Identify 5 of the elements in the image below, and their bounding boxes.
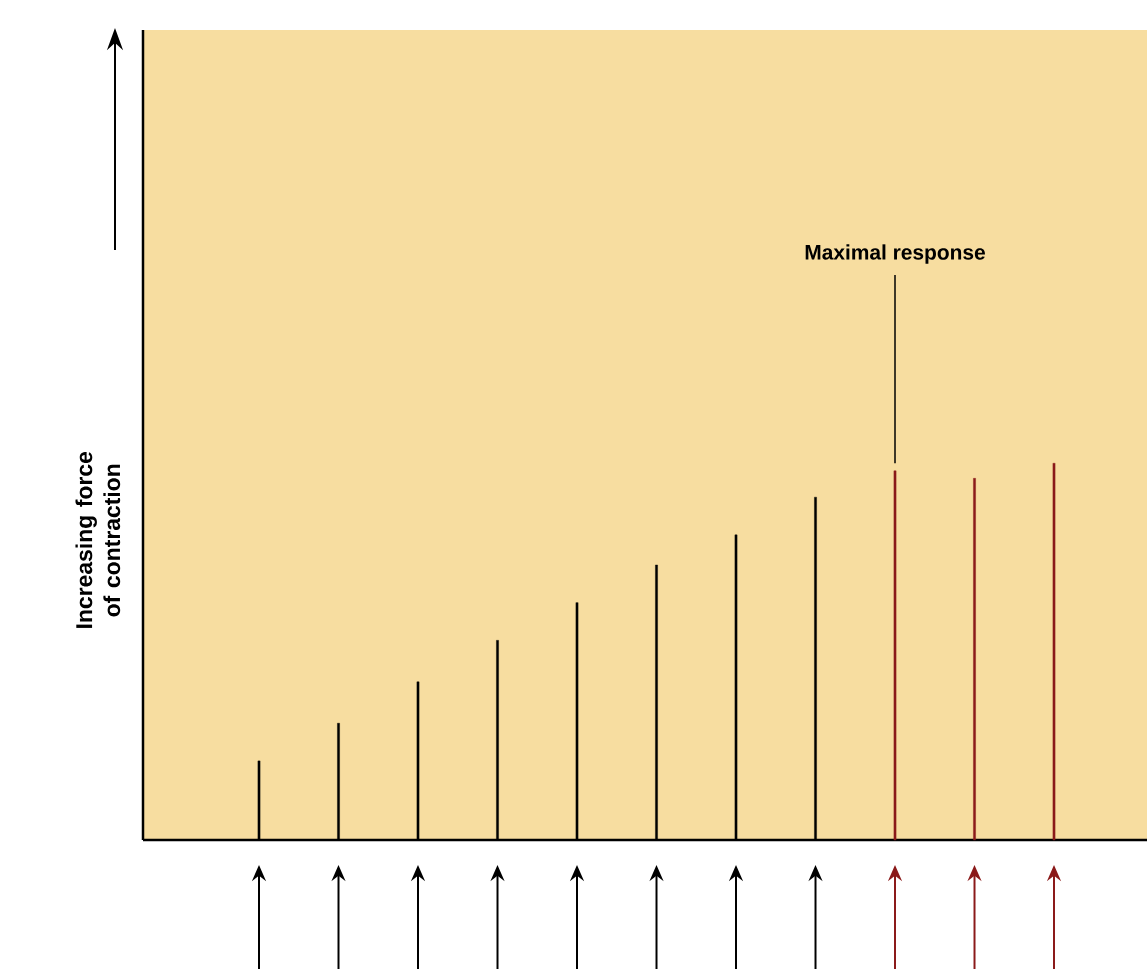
bar <box>893 470 897 841</box>
text: Maximal response <box>805 244 985 264</box>
y-axis-title: Increasing force of contraction <box>75 451 121 628</box>
bar <box>1052 463 1056 841</box>
bar <box>973 478 976 841</box>
